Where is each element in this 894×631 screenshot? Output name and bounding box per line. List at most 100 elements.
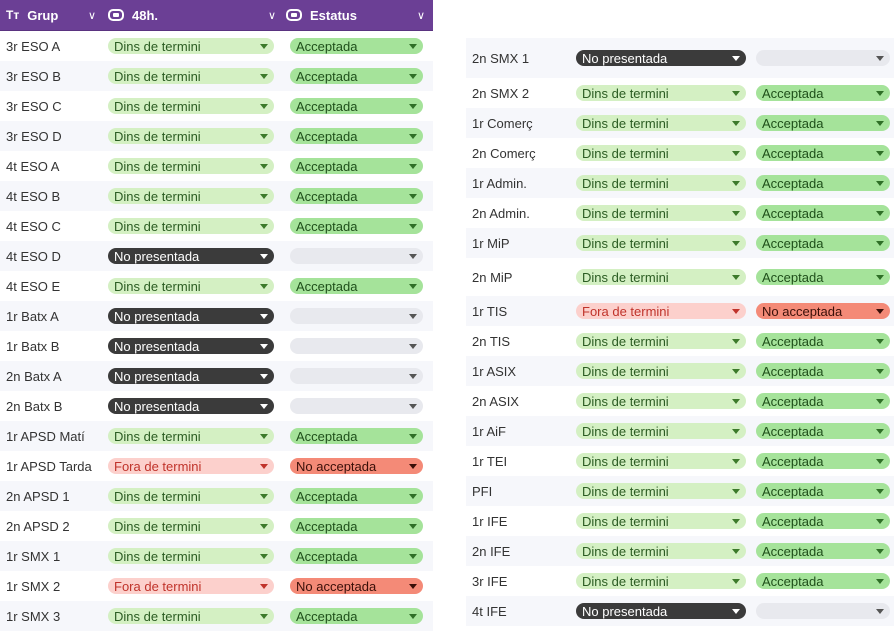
select-48h[interactable]: Dins de termini bbox=[576, 269, 746, 285]
chevron-down-icon[interactable]: ∨ bbox=[267, 9, 276, 22]
select-48h[interactable]: Dins de termini bbox=[576, 453, 746, 469]
caret-down-icon[interactable] bbox=[732, 55, 740, 61]
caret-down-icon[interactable] bbox=[732, 428, 740, 434]
select-48h[interactable]: Dins de termini bbox=[576, 393, 746, 409]
select-48h[interactable]: Dins de termini bbox=[108, 518, 274, 534]
select-status[interactable] bbox=[756, 50, 890, 66]
select-status[interactable]: Acceptada bbox=[290, 218, 423, 234]
caret-down-icon[interactable] bbox=[876, 90, 884, 96]
caret-down-icon[interactable] bbox=[732, 308, 740, 314]
caret-down-icon[interactable] bbox=[260, 583, 268, 589]
select-status[interactable] bbox=[290, 398, 423, 414]
caret-down-icon[interactable] bbox=[732, 578, 740, 584]
caret-down-icon[interactable] bbox=[409, 403, 417, 409]
caret-down-icon[interactable] bbox=[409, 43, 417, 49]
caret-down-icon[interactable] bbox=[409, 583, 417, 589]
select-status[interactable]: Acceptada bbox=[290, 518, 423, 534]
header-48h-column[interactable]: 48h. ∨ bbox=[104, 0, 284, 30]
caret-down-icon[interactable] bbox=[876, 274, 884, 280]
caret-down-icon[interactable] bbox=[409, 463, 417, 469]
select-status[interactable]: Acceptada bbox=[756, 363, 890, 379]
select-48h[interactable]: Dins de termini bbox=[576, 363, 746, 379]
select-status[interactable]: Acceptada bbox=[756, 483, 890, 499]
caret-down-icon[interactable] bbox=[260, 73, 268, 79]
caret-down-icon[interactable] bbox=[260, 223, 268, 229]
caret-down-icon[interactable] bbox=[260, 193, 268, 199]
caret-down-icon[interactable] bbox=[260, 133, 268, 139]
select-status[interactable]: Acceptada bbox=[290, 68, 423, 84]
select-status[interactable]: Acceptada bbox=[756, 175, 890, 191]
caret-down-icon[interactable] bbox=[260, 313, 268, 319]
select-48h[interactable]: Dins de termini bbox=[108, 488, 274, 504]
select-48h[interactable]: Dins de termini bbox=[108, 218, 274, 234]
select-48h[interactable]: Dins de termini bbox=[576, 235, 746, 251]
caret-down-icon[interactable] bbox=[409, 373, 417, 379]
caret-down-icon[interactable] bbox=[409, 493, 417, 499]
select-status[interactable]: Acceptada bbox=[756, 423, 890, 439]
caret-down-icon[interactable] bbox=[732, 368, 740, 374]
caret-down-icon[interactable] bbox=[732, 120, 740, 126]
header-status-column[interactable]: Estatus ∨ bbox=[284, 0, 433, 30]
select-status[interactable] bbox=[756, 603, 890, 619]
select-48h[interactable]: Fora de termini bbox=[108, 458, 274, 474]
caret-down-icon[interactable] bbox=[876, 338, 884, 344]
caret-down-icon[interactable] bbox=[876, 120, 884, 126]
select-48h[interactable]: No presentada bbox=[576, 50, 746, 66]
select-status[interactable]: Acceptada bbox=[290, 38, 423, 54]
select-48h[interactable]: Fora de termini bbox=[576, 303, 746, 319]
select-status[interactable] bbox=[290, 308, 423, 324]
select-48h[interactable]: Dins de termini bbox=[576, 543, 746, 559]
select-48h[interactable]: Dins de termini bbox=[108, 278, 274, 294]
caret-down-icon[interactable] bbox=[260, 613, 268, 619]
select-48h[interactable]: No presentada bbox=[108, 368, 274, 384]
select-48h[interactable]: Dins de termini bbox=[108, 38, 274, 54]
select-48h[interactable]: Dins de termini bbox=[576, 423, 746, 439]
select-48h[interactable]: Dins de termini bbox=[108, 428, 274, 444]
header-group-column[interactable]: Tт Grup ∨ bbox=[0, 0, 104, 30]
caret-down-icon[interactable] bbox=[409, 73, 417, 79]
select-48h[interactable]: Dins de termini bbox=[576, 573, 746, 589]
select-status[interactable]: Acceptada bbox=[290, 158, 423, 174]
caret-down-icon[interactable] bbox=[732, 274, 740, 280]
select-48h[interactable]: No presentada bbox=[576, 603, 746, 619]
caret-down-icon[interactable] bbox=[260, 373, 268, 379]
select-48h[interactable]: Dins de termini bbox=[108, 98, 274, 114]
select-status[interactable]: Acceptada bbox=[290, 428, 423, 444]
caret-down-icon[interactable] bbox=[260, 433, 268, 439]
caret-down-icon[interactable] bbox=[409, 103, 417, 109]
select-status[interactable]: Acceptada bbox=[756, 145, 890, 161]
caret-down-icon[interactable] bbox=[876, 608, 884, 614]
select-48h[interactable]: Dins de termini bbox=[108, 68, 274, 84]
caret-down-icon[interactable] bbox=[876, 398, 884, 404]
select-status[interactable]: Acceptada bbox=[756, 543, 890, 559]
caret-down-icon[interactable] bbox=[876, 180, 884, 186]
select-status[interactable]: Acceptada bbox=[756, 573, 890, 589]
caret-down-icon[interactable] bbox=[260, 103, 268, 109]
caret-down-icon[interactable] bbox=[732, 398, 740, 404]
select-48h[interactable]: Dins de termini bbox=[576, 483, 746, 499]
caret-down-icon[interactable] bbox=[260, 493, 268, 499]
select-48h[interactable]: Dins de termini bbox=[576, 333, 746, 349]
select-48h[interactable]: Dins de termini bbox=[576, 85, 746, 101]
select-48h[interactable]: Dins de termini bbox=[576, 513, 746, 529]
caret-down-icon[interactable] bbox=[876, 428, 884, 434]
caret-down-icon[interactable] bbox=[409, 283, 417, 289]
caret-down-icon[interactable] bbox=[876, 150, 884, 156]
select-48h[interactable]: Dins de termini bbox=[576, 115, 746, 131]
select-48h[interactable]: Fora de termini bbox=[108, 578, 274, 594]
select-status[interactable]: No acceptada bbox=[290, 578, 423, 594]
caret-down-icon[interactable] bbox=[732, 150, 740, 156]
caret-down-icon[interactable] bbox=[732, 458, 740, 464]
caret-down-icon[interactable] bbox=[409, 163, 417, 169]
select-48h[interactable]: No presentada bbox=[108, 338, 274, 354]
select-status[interactable]: Acceptada bbox=[290, 188, 423, 204]
select-status[interactable]: Acceptada bbox=[290, 278, 423, 294]
select-48h[interactable]: No presentada bbox=[108, 308, 274, 324]
select-48h[interactable]: No presentada bbox=[108, 248, 274, 264]
caret-down-icon[interactable] bbox=[732, 548, 740, 554]
caret-down-icon[interactable] bbox=[876, 308, 884, 314]
caret-down-icon[interactable] bbox=[876, 458, 884, 464]
select-status[interactable]: Acceptada bbox=[756, 235, 890, 251]
select-status[interactable]: Acceptada bbox=[290, 128, 423, 144]
caret-down-icon[interactable] bbox=[876, 578, 884, 584]
